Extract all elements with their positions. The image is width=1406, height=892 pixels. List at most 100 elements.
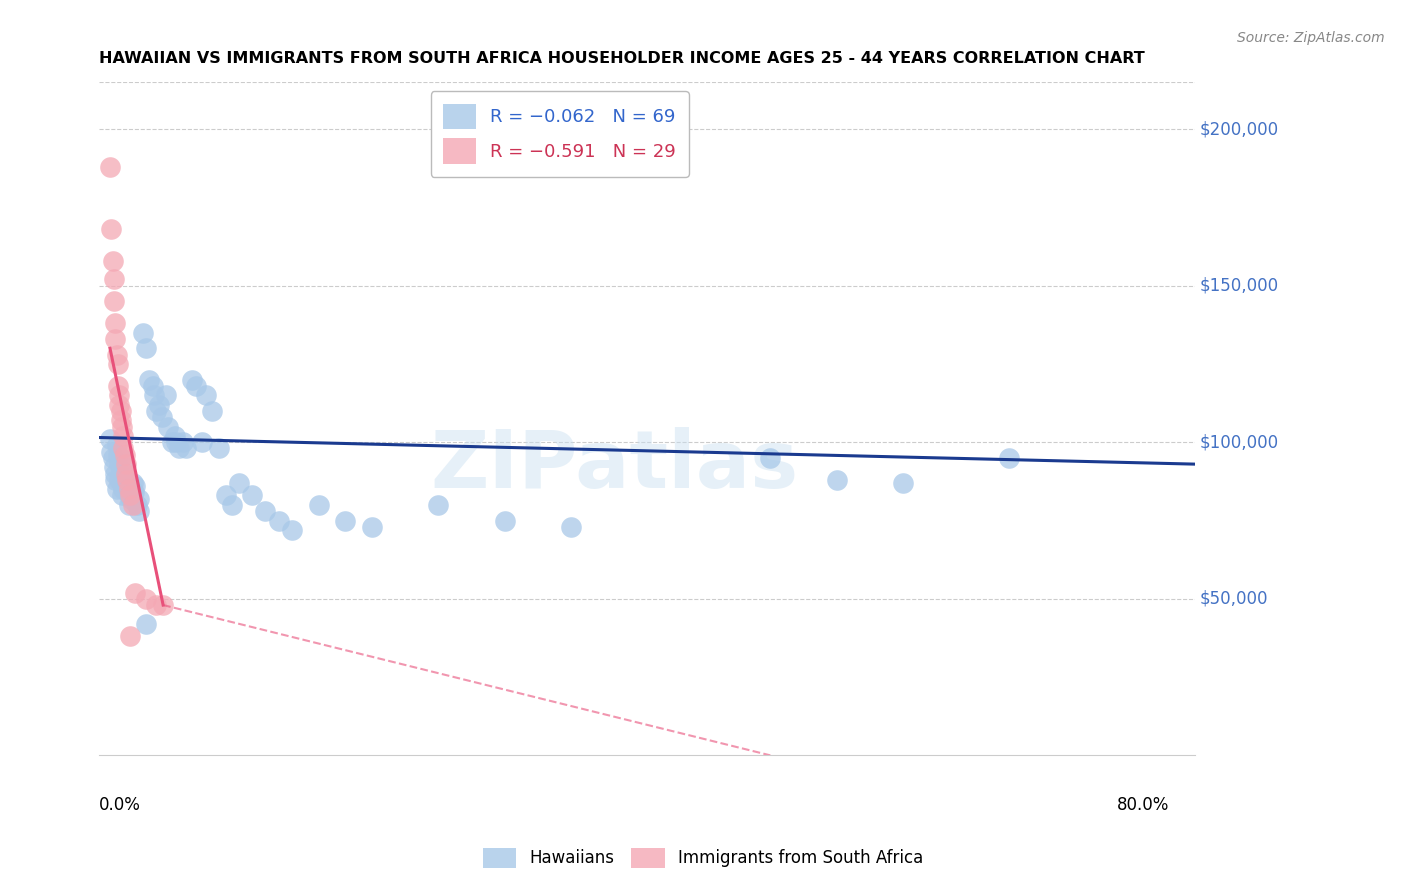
Point (111, 488, 134, 502)
Point (128, 504, 150, 518)
Point (128, 491, 150, 506)
Point (148, 398, 170, 412)
Point (145, 598, 167, 612)
Point (427, 498, 450, 512)
Point (360, 520, 382, 534)
Point (108, 388, 131, 402)
Point (108, 473, 131, 487)
Point (122, 485, 145, 500)
Point (104, 473, 127, 487)
Point (114, 460, 136, 475)
Text: $200,000: $200,000 (1199, 120, 1278, 138)
Legend: Hawaiians, Immigrants from South Africa: Hawaiians, Immigrants from South Africa (477, 841, 929, 875)
Point (135, 616, 157, 631)
Point (186, 379, 208, 393)
Point (110, 413, 132, 427)
Point (167, 442, 190, 456)
Point (110, 450, 132, 465)
Point (118, 488, 141, 502)
Point (107, 379, 129, 393)
Point (110, 463, 132, 477)
Point (112, 429, 135, 443)
Point (100, 222, 122, 236)
Point (104, 467, 127, 481)
Text: 80.0%: 80.0% (1116, 796, 1168, 814)
Point (111, 475, 134, 490)
Point (103, 460, 125, 475)
Point (201, 404, 224, 418)
Point (125, 498, 148, 512)
Point (150, 410, 173, 425)
Point (240, 488, 263, 502)
Text: Source: ZipAtlas.com: Source: ZipAtlas.com (1237, 31, 1385, 45)
Point (208, 442, 231, 456)
Point (112, 469, 135, 483)
Point (560, 520, 582, 534)
Point (114, 448, 136, 462)
Point (152, 598, 174, 612)
Point (157, 419, 180, 434)
Point (162, 435, 184, 450)
Point (101, 450, 124, 465)
Point (194, 388, 217, 402)
Text: $150,000: $150,000 (1199, 277, 1278, 294)
Point (104, 316, 127, 330)
Point (103, 294, 125, 309)
Point (117, 479, 139, 493)
Point (181, 373, 204, 387)
Point (98, 160, 121, 174)
Point (112, 482, 135, 496)
Point (228, 475, 250, 490)
Point (145, 404, 167, 418)
Point (494, 514, 516, 528)
Point (98, 432, 121, 446)
Point (155, 388, 177, 402)
Point (118, 482, 141, 496)
Point (135, 591, 157, 606)
Point (117, 498, 139, 512)
Point (115, 467, 138, 481)
Point (121, 475, 143, 490)
Point (124, 479, 146, 493)
Point (138, 373, 160, 387)
Point (117, 482, 139, 496)
Text: $100,000: $100,000 (1199, 434, 1278, 451)
Point (120, 491, 142, 506)
Point (891, 475, 914, 490)
Point (135, 341, 157, 355)
Legend: R = −0.062   N = 69, R = −0.591   N = 29: R = −0.062 N = 69, R = −0.591 N = 29 (430, 91, 689, 177)
Point (174, 442, 197, 456)
Point (110, 404, 132, 418)
Point (132, 326, 155, 340)
Point (281, 523, 304, 537)
Point (165, 435, 187, 450)
Point (825, 473, 848, 487)
Text: HAWAIIAN VS IMMIGRANTS FROM SOUTH AFRICA HOUSEHOLDER INCOME AGES 25 - 44 YEARS C: HAWAIIAN VS IMMIGRANTS FROM SOUTH AFRICA… (100, 51, 1144, 66)
Point (107, 357, 129, 371)
Point (104, 332, 127, 346)
Point (107, 448, 129, 462)
Point (124, 585, 146, 599)
Point (214, 488, 236, 502)
Point (105, 482, 128, 496)
Text: 0.0%: 0.0% (100, 796, 141, 814)
Point (103, 272, 125, 286)
Text: $50,000: $50,000 (1199, 590, 1268, 607)
Point (190, 435, 212, 450)
Point (267, 514, 290, 528)
Point (108, 457, 131, 471)
Point (308, 498, 330, 512)
Point (105, 438, 128, 452)
Point (172, 435, 194, 450)
Point (100, 444, 122, 458)
Point (759, 450, 782, 465)
Point (165, 429, 187, 443)
Point (115, 473, 138, 487)
Point (333, 514, 356, 528)
Point (111, 419, 134, 434)
Point (112, 442, 135, 456)
Point (115, 457, 138, 471)
Point (118, 629, 141, 643)
Point (108, 398, 131, 412)
Point (101, 253, 124, 268)
